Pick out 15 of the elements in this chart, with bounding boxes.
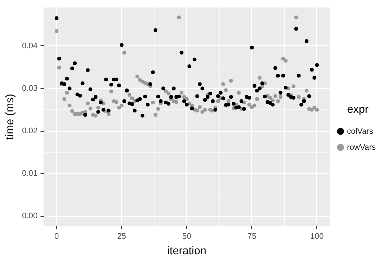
y-tick-label: 0.03 bbox=[22, 84, 38, 93]
x-tick-label: 75 bbox=[248, 232, 258, 242]
x-tick-label: 25 bbox=[117, 232, 127, 242]
x-tick-label: 50 bbox=[182, 232, 192, 242]
y-tick-label: 0.00 bbox=[22, 212, 38, 221]
legend-label: rowVars bbox=[347, 142, 376, 152]
y-tick-label: 0.04 bbox=[22, 41, 38, 50]
y-axis-title: time (ms) bbox=[4, 94, 17, 140]
legend-label: colVars bbox=[347, 126, 374, 136]
x-tick-label: 100 bbox=[310, 232, 324, 242]
y-tick-label: 0.01 bbox=[22, 169, 38, 178]
y-tick-label: 0.02 bbox=[22, 126, 38, 136]
x-axis-title: iteration bbox=[167, 245, 207, 258]
x-tick-label: 0 bbox=[54, 232, 60, 242]
legend-title: expr bbox=[347, 104, 370, 116]
